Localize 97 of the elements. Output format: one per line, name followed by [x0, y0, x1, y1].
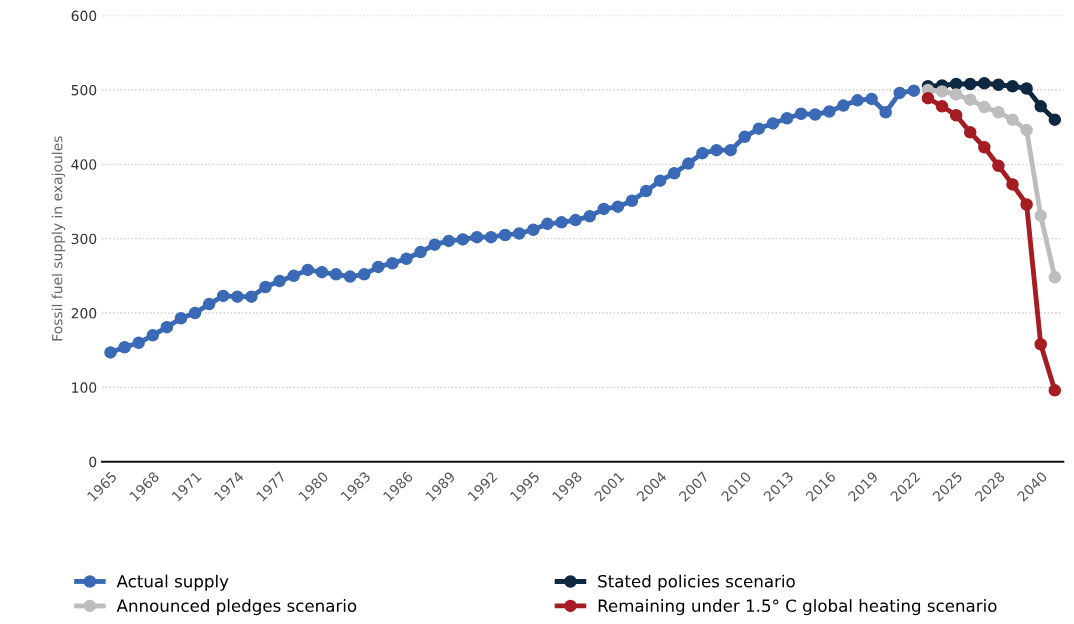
point: [668, 166, 681, 180]
point: [963, 126, 977, 139]
point: [442, 234, 456, 248]
point: [766, 117, 780, 130]
point: [851, 94, 864, 107]
point: [949, 77, 963, 91]
point: [865, 92, 878, 106]
point: [386, 256, 399, 270]
point: [794, 107, 808, 121]
point: [992, 78, 1005, 92]
point: [555, 216, 568, 229]
point: [329, 268, 343, 281]
y-axis-title: Fossil fuel supply in exajoules: [51, 136, 66, 341]
point: [597, 202, 611, 216]
point: [1034, 338, 1047, 351]
point: [752, 122, 766, 135]
point: [400, 252, 413, 266]
y-tick-label: 100: [72, 382, 97, 393]
point: [921, 91, 935, 105]
point: [1020, 123, 1033, 137]
point: [808, 108, 822, 121]
point: [146, 329, 160, 342]
point: [1048, 271, 1062, 284]
point: [188, 306, 202, 320]
point: [245, 290, 258, 303]
point: [174, 311, 188, 325]
point: [527, 223, 540, 237]
point: [992, 106, 1005, 119]
point: [978, 77, 991, 90]
point: [738, 130, 751, 144]
point: [357, 268, 371, 281]
point: [935, 100, 949, 113]
point: [978, 140, 991, 154]
y-tick-label: 300: [71, 233, 97, 245]
point: [1034, 209, 1047, 222]
point: [837, 99, 850, 112]
point: [639, 184, 653, 198]
y-tick-label: 0: [89, 456, 97, 468]
point: [583, 210, 596, 223]
point: [1034, 100, 1047, 113]
point: [1048, 384, 1062, 397]
point: [470, 230, 484, 244]
point: [287, 269, 300, 283]
y-tick-label: 500: [71, 84, 97, 96]
point: [1006, 113, 1019, 126]
point: [696, 146, 709, 160]
point: [541, 217, 554, 231]
point: [963, 93, 977, 106]
point: [780, 111, 794, 125]
y-tick-label: 400: [71, 159, 97, 170]
point: [963, 77, 977, 91]
point: [202, 297, 216, 311]
point: [259, 280, 272, 294]
point: [949, 108, 963, 122]
point: [879, 106, 892, 119]
point: [301, 263, 315, 277]
point: [823, 105, 836, 118]
point: [935, 85, 949, 98]
point: [611, 200, 625, 213]
legend-label: Stated policies scenario: [598, 574, 795, 591]
point: [104, 346, 117, 359]
legend-label: Remaining under 1.5° C global heating scenario: [598, 599, 997, 616]
point: [625, 194, 639, 208]
point: [1006, 79, 1019, 93]
point: [1006, 178, 1019, 191]
y-tick-label: 600: [71, 10, 97, 22]
point: [710, 143, 723, 157]
point: [273, 274, 286, 288]
point: [1020, 198, 1033, 211]
point: [484, 230, 498, 244]
point: [372, 260, 385, 274]
point: [1048, 113, 1062, 126]
point: [949, 88, 963, 101]
legend-label: Announced pledges scenario: [116, 599, 357, 616]
point: [653, 174, 667, 187]
point: [1020, 82, 1033, 95]
y-tick-label: 200: [71, 308, 97, 319]
point: [498, 228, 512, 242]
point: [118, 340, 131, 354]
point: [724, 143, 737, 157]
point: [456, 233, 470, 246]
point: [428, 238, 441, 251]
point: [907, 84, 921, 97]
point: [315, 265, 329, 279]
point: [682, 157, 695, 170]
point: [978, 100, 991, 114]
point: [992, 159, 1005, 173]
point: [414, 245, 427, 259]
point: [231, 290, 244, 303]
legend-label: Actual supply: [116, 574, 229, 591]
point: [160, 320, 174, 334]
point: [893, 86, 907, 100]
point: [343, 270, 357, 283]
point: [216, 289, 230, 303]
point: [569, 213, 582, 227]
point: [512, 227, 526, 240]
point: [132, 336, 145, 350]
